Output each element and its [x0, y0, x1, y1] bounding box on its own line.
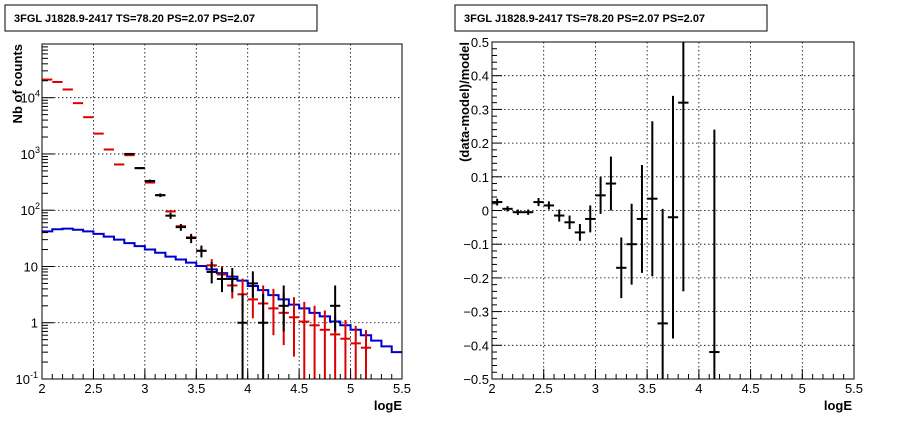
model-counts-point [319, 310, 330, 379]
residual-point [492, 198, 503, 206]
residual-x-tick-label: 4 [695, 381, 702, 396]
observed-counts-point [258, 293, 269, 379]
observed-counts-point [144, 179, 156, 183]
model-counts-point [309, 305, 320, 379]
model-counts-point [360, 330, 372, 379]
residual-point [626, 203, 637, 285]
residual-y-tick-label: 0.3 [471, 102, 489, 117]
residual-y-tick-label: 0.2 [471, 136, 489, 151]
residual-point [667, 95, 679, 339]
residual-y-tick-label: −0.4 [463, 338, 489, 353]
residual-point [595, 176, 606, 214]
residual-y-tick-label: 0.4 [471, 69, 489, 84]
residual-point [533, 198, 544, 207]
residual-point [678, 42, 689, 292]
observed-counts-point [216, 267, 228, 293]
residual-panel: 3FGL J1828.9-2417 TS=78.20 PS=2.07 PS=2.… [454, 4, 863, 413]
residual-y-tick-label: 0 [482, 204, 489, 219]
counts-title-box [4, 4, 318, 32]
counts-y-tick-label: 10-1 [16, 370, 38, 387]
observed-counts-point [206, 262, 217, 284]
residual-point [502, 206, 513, 212]
observed-counts-point [278, 285, 289, 332]
residual-point [616, 237, 627, 299]
residual-x-tick-label: 2.5 [535, 381, 553, 396]
counts-x-axis-label: logE [374, 398, 402, 413]
model-counts-point [340, 319, 351, 379]
observed-counts-point [227, 267, 238, 293]
observed-counts-point [165, 212, 176, 219]
residual-point [512, 209, 524, 215]
observed-counts-point [134, 167, 145, 170]
observed-counts-point [186, 233, 197, 244]
counts-x-tick-label: 3 [141, 381, 148, 396]
observed-counts-point [237, 293, 248, 379]
residual-x-tick-label: 5.5 [845, 381, 863, 396]
residual-point [574, 223, 586, 241]
model-counts-point [288, 297, 300, 357]
residual-x-axis-label: logE [824, 398, 852, 413]
residual-y-tick-label: −0.5 [463, 372, 489, 387]
counts-x-tick-label: 4.5 [290, 381, 308, 396]
model-counts-point [299, 301, 310, 379]
observed-counts-point [155, 193, 166, 198]
residual-title: 3FGL J1828.9-2417 TS=78.20 PS=2.07 PS=2.… [464, 13, 705, 25]
observed-counts-point [196, 245, 207, 258]
residual-y-tick-label: −0.3 [463, 305, 489, 320]
counts-plot-frame [41, 43, 403, 380]
residual-y-tick-label: −0.1 [463, 237, 489, 252]
residual-x-tick-label: 2 [488, 381, 495, 396]
model-counts-point [350, 325, 361, 379]
observed-counts-point [330, 285, 341, 332]
residual-x-tick-label: 3 [592, 381, 599, 396]
observed-counts-point [175, 223, 186, 231]
residual-x-tick-label: 5 [799, 381, 806, 396]
residual-y-tick-label: 0.1 [471, 170, 489, 185]
counts-y-axis-label: Nb of counts [10, 44, 25, 123]
residual-point [564, 215, 575, 230]
counts-x-tick-label: 3.5 [187, 381, 205, 396]
counts-x-tick-label: 2 [38, 381, 45, 396]
residual-x-tick-label: 3.5 [638, 381, 656, 396]
counts-y-tick-label: 10 [24, 259, 38, 274]
residual-point [636, 165, 648, 273]
counts-y-tick-label: 104 [21, 89, 40, 106]
counts-y-tick-label: 1 [31, 316, 38, 331]
model-counts-point [268, 288, 279, 336]
counts-y-tick-label: 102 [21, 201, 40, 218]
observed-counts-point [124, 152, 135, 155]
residual-y-tick-label: 0.5 [471, 35, 489, 50]
residual-point [657, 208, 668, 379]
residual-point [585, 205, 596, 233]
counts-x-tick-label: 5.5 [393, 381, 411, 396]
residual-title-box [454, 4, 768, 32]
residual-point [647, 121, 658, 277]
residual-point [605, 156, 617, 211]
residual-point [543, 201, 555, 210]
observed-counts-point [247, 271, 258, 298]
residual-point [554, 209, 565, 222]
residual-y-tick-label: −0.2 [463, 271, 489, 286]
counts-x-tick-label: 2.5 [84, 381, 102, 396]
residual-x-tick-label: 4.5 [742, 381, 760, 396]
counts-x-tick-label: 4 [244, 381, 251, 396]
residual-y-axis-label: (data-model)/model [457, 42, 472, 162]
counts-x-tick-label: 5 [347, 381, 354, 396]
counts-y-tick-label: 103 [21, 145, 40, 162]
counts-title: 3FGL J1828.9-2417 TS=78.20 PS=2.07 PS=2.… [14, 13, 255, 25]
counts-panel: 3FGL J1828.9-2417 TS=78.20 PS=2.07 PS=2.… [4, 4, 411, 413]
residual-point [523, 209, 534, 215]
residual-point [709, 129, 720, 379]
